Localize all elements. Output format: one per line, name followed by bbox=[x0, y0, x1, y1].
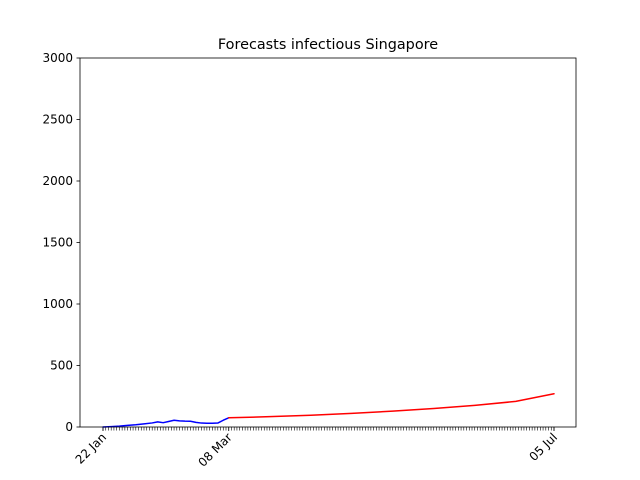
y-tick-label: 2000 bbox=[42, 174, 73, 188]
y-tick-label: 3000 bbox=[42, 51, 73, 65]
y-tick-label: 500 bbox=[50, 359, 73, 373]
series-lines bbox=[102, 393, 555, 428]
y-axis: 0 500 1000 1500 2000 2500 3000 bbox=[42, 51, 80, 434]
forecast-series-line bbox=[227, 393, 555, 419]
plot-area bbox=[80, 58, 576, 427]
y-tick-label: 0 bbox=[65, 420, 73, 434]
y-tick-label: 2500 bbox=[42, 113, 73, 127]
chart-title: Forecasts infectious Singapore bbox=[218, 37, 438, 53]
y-tick-label: 1500 bbox=[42, 236, 73, 250]
observed-series-line bbox=[102, 417, 230, 428]
y-tick-label: 1000 bbox=[42, 297, 73, 311]
plot-frame bbox=[79, 57, 577, 428]
